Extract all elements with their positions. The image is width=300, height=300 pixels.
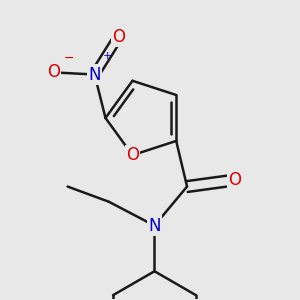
Text: O: O [228,171,241,189]
Text: N: N [148,217,161,235]
Text: +: + [103,51,112,61]
Text: −: − [63,52,74,65]
Text: O: O [126,146,139,164]
Text: O: O [47,63,60,81]
Text: O: O [112,28,125,46]
Text: N: N [88,65,101,83]
